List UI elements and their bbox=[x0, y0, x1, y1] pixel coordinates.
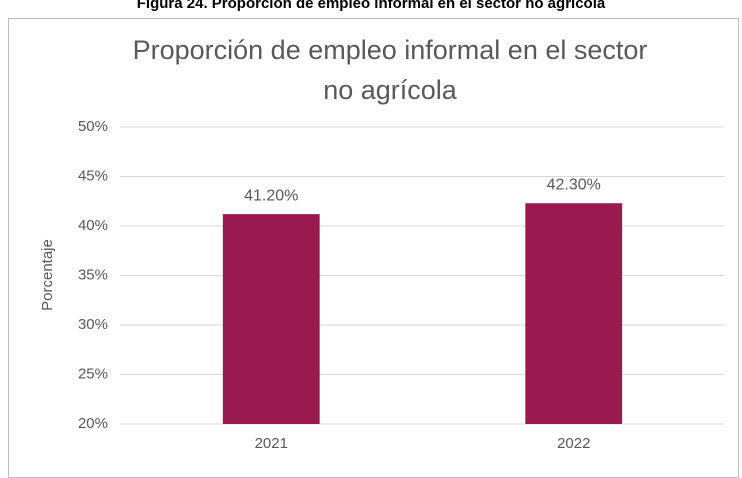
y-tick-label: 50% bbox=[78, 118, 108, 135]
value-label: 42.30% bbox=[547, 176, 601, 193]
y-tick-label: 40% bbox=[78, 217, 108, 234]
x-tick-label: 2021 bbox=[255, 435, 288, 452]
y-axis-label: Porcentaje bbox=[39, 239, 56, 311]
y-tick-label: 35% bbox=[78, 266, 108, 283]
y-tick-label: 25% bbox=[78, 365, 108, 382]
chart: Porcentaje 20% 25% 30% 35% 40% 45% 50% 41.20% 20… bbox=[39, 118, 725, 452]
figure-caption: Figura 24. Proporción de empleo informal… bbox=[136, 0, 606, 12]
chart-title: Proporción de empleo informal en el sect… bbox=[132, 35, 648, 105]
value-label: 41.20% bbox=[244, 187, 298, 204]
y-tick-label: 20% bbox=[78, 415, 108, 432]
y-tick-label: 30% bbox=[78, 316, 108, 333]
page: Figura 24. Proporción de empleo informal… bbox=[8, 0, 739, 478]
x-tick-label: 2022 bbox=[557, 435, 590, 452]
bar bbox=[222, 214, 320, 424]
bar bbox=[525, 203, 623, 424]
y-tick-label: 45% bbox=[78, 167, 108, 184]
